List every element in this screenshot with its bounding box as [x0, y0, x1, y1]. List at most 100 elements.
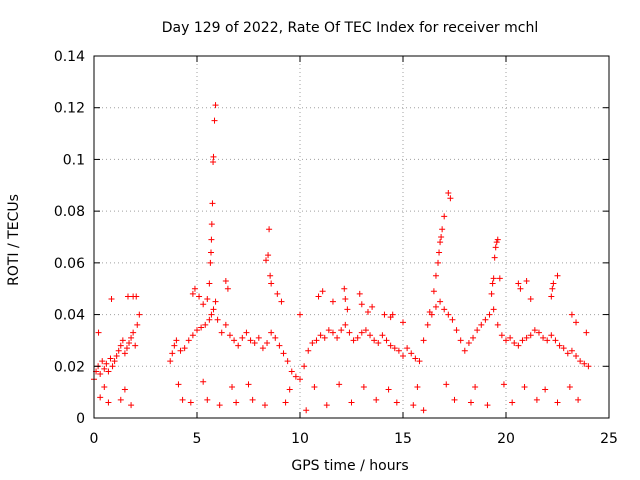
data-point — [381, 311, 388, 318]
plot-frame — [93, 55, 610, 419]
data-point — [447, 195, 454, 202]
data-point — [319, 288, 326, 295]
data-point — [202, 321, 209, 328]
data-point — [249, 396, 256, 403]
data-point — [288, 368, 295, 375]
data-point — [251, 340, 258, 347]
data-point — [130, 329, 137, 336]
data-point — [554, 399, 561, 406]
data-point — [550, 280, 557, 287]
data-point — [208, 249, 215, 256]
data-point — [523, 277, 530, 284]
data-point — [445, 190, 452, 197]
data-point — [126, 340, 133, 347]
data-point — [389, 311, 396, 318]
data-point — [493, 239, 500, 246]
data-point — [342, 296, 349, 303]
data-point — [210, 153, 217, 160]
data-point — [430, 288, 437, 295]
data-point — [247, 337, 254, 344]
data-point — [323, 402, 330, 409]
data-point — [173, 337, 180, 344]
data-point — [375, 340, 382, 347]
data-point — [216, 402, 223, 409]
data-point — [239, 334, 246, 341]
data-point — [373, 396, 380, 403]
data-point — [263, 257, 270, 264]
data-point — [554, 272, 561, 279]
data-point — [259, 345, 266, 352]
data-point — [264, 340, 271, 347]
data-point — [175, 381, 182, 388]
data-point — [121, 350, 128, 357]
data-point — [167, 358, 174, 365]
data-point — [489, 280, 496, 287]
data-point — [124, 293, 131, 300]
data-point — [548, 293, 555, 300]
data-point — [507, 334, 514, 341]
data-point — [344, 306, 351, 313]
data-point — [560, 345, 567, 352]
data-point — [542, 386, 549, 393]
data-point — [583, 329, 590, 336]
data-point — [200, 301, 207, 308]
data-point — [549, 285, 556, 292]
data-point — [311, 383, 318, 390]
x-tick-label: 15 — [394, 431, 412, 447]
data-point — [286, 386, 293, 393]
data-point — [198, 324, 205, 331]
data-point — [212, 298, 219, 305]
data-point — [121, 386, 128, 393]
data-point — [136, 311, 143, 318]
data-point — [212, 102, 219, 109]
data-point — [222, 277, 229, 284]
data-point — [511, 340, 518, 347]
data-point — [301, 363, 308, 370]
data-point — [478, 321, 485, 328]
data-point — [358, 301, 365, 308]
data-point — [568, 347, 575, 354]
data-point — [424, 321, 431, 328]
x-tick-label: 0 — [90, 431, 99, 447]
y-tick-label: 0 — [76, 411, 85, 427]
data-point — [362, 327, 369, 334]
data-point — [204, 296, 211, 303]
data-point — [491, 254, 498, 261]
data-point — [364, 308, 371, 315]
data-point — [218, 329, 225, 336]
data-point — [317, 332, 324, 339]
data-point — [453, 327, 460, 334]
data-point — [404, 345, 411, 352]
data-point — [243, 329, 250, 336]
data-point — [490, 275, 497, 282]
data-point — [297, 376, 303, 383]
data-point — [535, 329, 542, 336]
data-point — [268, 329, 275, 336]
data-point — [486, 311, 493, 318]
y-axis-label: ROTI / TECUs — [6, 194, 22, 286]
data-point — [379, 332, 386, 339]
data-point — [414, 383, 421, 390]
data-point — [412, 355, 419, 362]
data-point — [348, 399, 355, 406]
data-point — [261, 402, 268, 409]
data-point — [451, 396, 458, 403]
data-point — [171, 342, 178, 349]
x-tick-label: 20 — [497, 431, 515, 447]
data-point — [132, 342, 139, 349]
data-point — [123, 345, 130, 352]
data-point — [509, 399, 516, 406]
data-point — [517, 285, 524, 292]
data-point — [519, 337, 526, 344]
data-point — [265, 252, 272, 259]
y-tick-label: 0.12 — [54, 101, 85, 117]
data-point — [189, 290, 196, 297]
data-point — [194, 327, 200, 334]
data-point — [231, 337, 238, 344]
data-point — [206, 280, 213, 287]
data-point — [208, 236, 215, 243]
data-point — [369, 303, 376, 310]
data-point — [99, 358, 106, 365]
data-point — [210, 306, 217, 313]
